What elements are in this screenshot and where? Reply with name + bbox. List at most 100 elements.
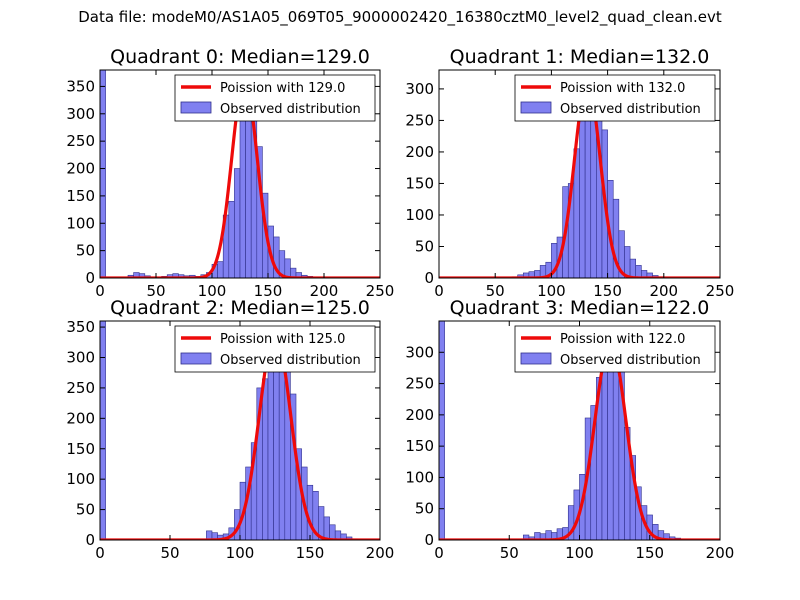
legend: Poission with 129.0 Observed distribution xyxy=(174,74,376,122)
legend: Poission with 125.0 Observed distribution xyxy=(174,325,376,373)
y-tick-label: 200 xyxy=(405,143,434,161)
legend-label-poisson: Poission with 132.0 xyxy=(560,81,685,96)
y-tick-label: 200 xyxy=(405,406,434,424)
x-tick-label: 250 xyxy=(366,282,395,300)
chart-panel-2: 0 50 100 150 200 0 50 100 150 200 250 300 350 Quadran… xyxy=(66,297,394,562)
x-tick-label: 150 xyxy=(635,544,664,562)
y-tick-label: 300 xyxy=(66,349,95,367)
y-tick-label: 0 xyxy=(85,531,95,549)
histogram-bar xyxy=(579,116,586,278)
y-tick-label: 250 xyxy=(405,375,434,393)
legend-label-observed: Observed distribution xyxy=(220,102,361,117)
histogram-bar xyxy=(228,201,235,278)
chart-title: Quadrant 3: Median=122.0 xyxy=(450,297,710,319)
x-tick-label: 50 xyxy=(146,282,165,300)
y-tick-label: 150 xyxy=(405,437,434,455)
y-tick-label: 150 xyxy=(66,187,95,205)
x-tick-label: 200 xyxy=(366,544,395,562)
x-tick-label: 250 xyxy=(706,282,735,300)
histogram-bar xyxy=(439,321,445,540)
y-tick-label: 150 xyxy=(405,174,434,192)
y-tick-label: 0 xyxy=(85,269,95,287)
y-tick-label: 100 xyxy=(66,214,95,232)
histogram-bar xyxy=(234,168,241,278)
legend-label-observed: Observed distribution xyxy=(560,353,701,368)
histogram-bar xyxy=(635,265,642,278)
y-tick-label: 350 xyxy=(66,318,95,336)
chart-panel-0: 0 50 100 150 200 250 0 50 100 150 200 250 300 350 Quad… xyxy=(66,46,394,300)
figure-suptitle: Data file: modeM0/AS1A05_069T05_90000024… xyxy=(78,8,722,26)
legend: Poission with 122.0 Observed distribution xyxy=(514,325,716,373)
legend-label-observed: Observed distribution xyxy=(220,353,361,368)
histogram-bar xyxy=(284,258,291,278)
legend-bar-swatch xyxy=(180,101,212,114)
y-tick-label: 250 xyxy=(405,111,434,129)
legend-label-poisson: Poission with 122.0 xyxy=(560,332,685,347)
x-tick-label: 50 xyxy=(486,282,505,300)
x-tick-label: 50 xyxy=(500,544,519,562)
y-tick-label: 150 xyxy=(66,440,95,458)
legend-bar-swatch xyxy=(520,101,552,114)
chart-title: Quadrant 1: Median=132.0 xyxy=(450,46,710,68)
chart-panel-1: 0 50 100 150 200 250 0 50 100 150 200 250 300 Quadran… xyxy=(405,46,734,300)
x-tick-label: 0 xyxy=(95,544,105,562)
x-tick-label: 100 xyxy=(565,544,594,562)
x-tick-label: 150 xyxy=(593,282,622,300)
x-tick-label: 0 xyxy=(95,282,105,300)
y-tick-label: 100 xyxy=(405,468,434,486)
x-tick-label: 0 xyxy=(434,282,444,300)
x-tick-label: 150 xyxy=(254,282,283,300)
legend-label-observed: Observed distribution xyxy=(560,102,701,117)
x-tick-label: 200 xyxy=(649,282,678,300)
x-tick-label: 100 xyxy=(226,544,255,562)
histogram-bar xyxy=(624,246,631,278)
plot-area xyxy=(439,81,720,278)
axes-frame xyxy=(99,69,381,279)
chart-panel-3: 0 50 100 150 200 0 50 100 150 200 250 300 Quadrant 3… xyxy=(405,297,734,562)
histogram-bar xyxy=(267,345,274,540)
histogram-bar xyxy=(607,342,614,540)
histogram-bar xyxy=(262,378,269,540)
histogram-bar xyxy=(239,113,246,278)
histogram-bar xyxy=(100,70,106,278)
axes-frame xyxy=(438,69,721,279)
x-tick-label: 200 xyxy=(706,544,735,562)
y-tick-label: 200 xyxy=(66,160,95,178)
poisson-curve xyxy=(439,341,720,540)
x-tick-label: 150 xyxy=(296,544,325,562)
y-tick-label: 0 xyxy=(424,531,434,549)
legend-label-poisson: Poission with 125.0 xyxy=(220,332,345,347)
y-tick-label: 250 xyxy=(66,132,95,150)
x-tick-label: 100 xyxy=(537,282,566,300)
histogram-bar xyxy=(329,524,336,540)
chart-title: Quadrant 0: Median=129.0 xyxy=(110,46,370,68)
y-tick-label: 100 xyxy=(66,470,95,488)
legend-bar-swatch xyxy=(520,352,552,365)
y-tick-label: 200 xyxy=(66,409,95,427)
y-tick-label: 300 xyxy=(405,80,434,98)
legend-label-poisson: Poission with 129.0 xyxy=(220,81,345,96)
y-tick-label: 50 xyxy=(76,242,95,260)
y-tick-label: 50 xyxy=(76,501,95,519)
legend-bar-swatch xyxy=(180,352,212,365)
y-tick-label: 350 xyxy=(66,77,95,95)
histogram-bar xyxy=(601,351,608,540)
y-tick-label: 100 xyxy=(405,206,434,224)
y-tick-label: 50 xyxy=(415,237,434,255)
y-tick-label: 300 xyxy=(405,343,434,361)
y-tick-label: 250 xyxy=(66,379,95,397)
x-tick-label: 200 xyxy=(310,282,339,300)
y-tick-label: 300 xyxy=(66,105,95,123)
x-tick-label: 100 xyxy=(198,282,227,300)
y-tick-label: 50 xyxy=(415,500,434,518)
x-tick-label: 0 xyxy=(434,544,444,562)
histogram-bar xyxy=(100,321,106,540)
x-tick-label: 50 xyxy=(160,544,179,562)
legend: Poission with 132.0 Observed distribution xyxy=(514,74,716,122)
histogram-bar xyxy=(323,516,330,540)
y-tick-label: 0 xyxy=(424,269,434,287)
chart-title: Quadrant 2: Median=125.0 xyxy=(110,297,370,319)
histogram-bar xyxy=(629,258,637,278)
histogram-bar xyxy=(612,345,620,540)
